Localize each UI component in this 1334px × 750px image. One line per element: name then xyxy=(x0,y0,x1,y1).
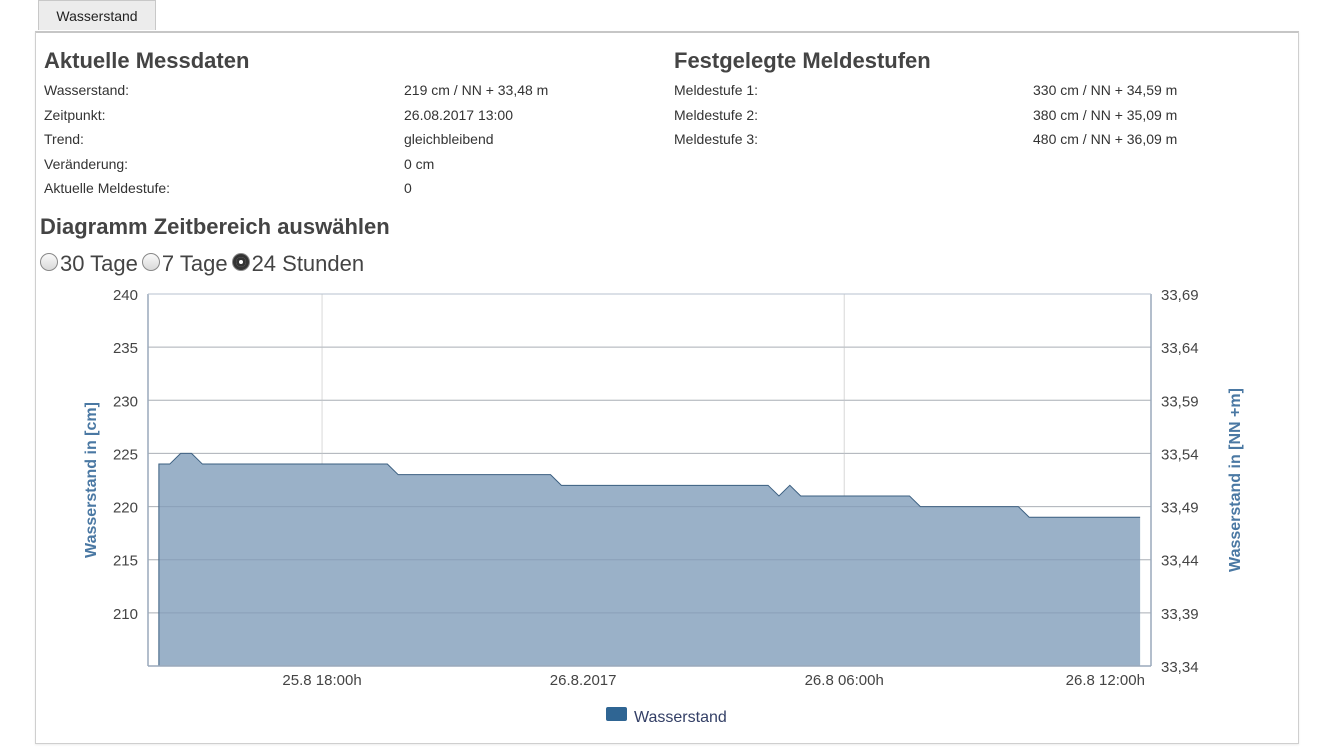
range-radio-label[interactable]: 30 Tage xyxy=(60,251,138,277)
levels-heading: Festgelegte Meldestufen xyxy=(674,48,931,73)
current-row-label: Wasserstand: xyxy=(44,82,130,98)
range-options: 30 Tage 7 Tage 24 Stunden xyxy=(40,250,368,278)
tab-wasserstand[interactable]: Wasserstand xyxy=(38,0,156,30)
content-panel xyxy=(35,31,1299,744)
current-row-value: 0 cm xyxy=(404,155,435,172)
current-row-label: Veränderung: xyxy=(44,155,129,172)
range-heading: Diagramm Zeitbereich auswählen xyxy=(40,214,390,239)
current-row-value: 219 cm / NN + 33,48 m xyxy=(404,82,549,98)
current-row-value: gleichbleibend xyxy=(404,131,494,147)
current-row-value: 26.08.2017 13:00 xyxy=(404,106,513,123)
level-row-value: 380 cm / NN + 35,09 m xyxy=(1033,106,1178,123)
current-row-label: Zeitpunkt: xyxy=(44,106,106,123)
current-row-label: Aktuelle Meldestufe: xyxy=(44,180,171,196)
level-row-value: 480 cm / NN + 36,09 m xyxy=(1033,131,1178,147)
level-row-value: 330 cm / NN + 34,59 m xyxy=(1033,82,1178,98)
range-radio-label[interactable]: 7 Tage xyxy=(161,251,228,277)
level-row-label: Meldestufe 3: xyxy=(674,131,759,147)
range-radio-1[interactable] xyxy=(141,253,160,272)
current-row-value: 0 xyxy=(404,180,412,196)
current-data-heading: Aktuelle Messdaten xyxy=(44,48,250,73)
range-radio-0[interactable] xyxy=(40,253,58,272)
level-row-label: Meldestufe 2: xyxy=(674,106,759,123)
legend-label: Wasserstand xyxy=(634,709,727,726)
range-radio-2[interactable] xyxy=(231,253,250,272)
current-row-label: Trend: xyxy=(44,131,84,147)
legend-swatch xyxy=(606,707,627,721)
level-row-label: Meldestufe 1: xyxy=(674,82,759,98)
range-radio-label[interactable]: 24 Stunden xyxy=(251,251,365,277)
chart-legend[interactable]: Wasserstand xyxy=(606,707,727,726)
